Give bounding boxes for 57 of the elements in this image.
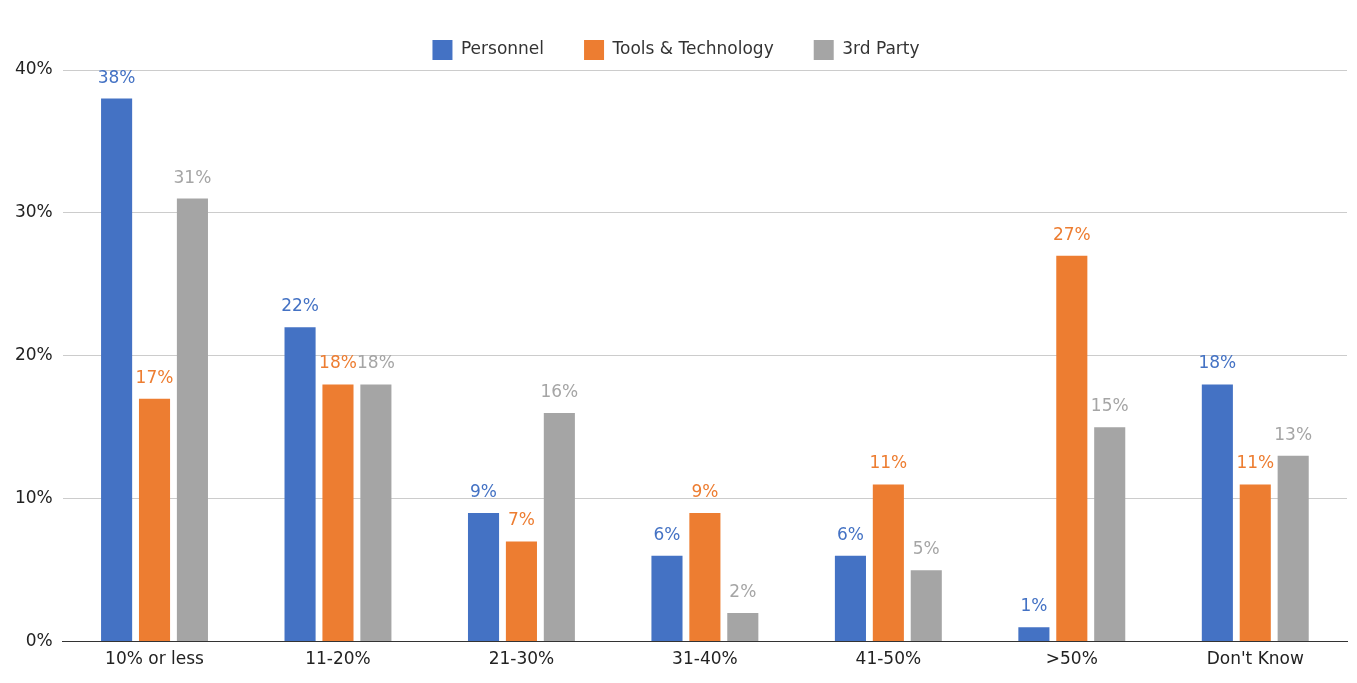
bar (176, 198, 208, 642)
data-label: 7% (507, 509, 535, 530)
data-label: 6% (653, 523, 681, 544)
bar (1201, 384, 1233, 642)
x-tick-label: 11-20% (305, 648, 371, 669)
bar (1277, 455, 1309, 642)
bar (360, 384, 392, 642)
bar (910, 570, 942, 642)
bar (1056, 255, 1088, 642)
y-tick-label: 20% (14, 344, 53, 365)
bar (1018, 627, 1050, 642)
bar (689, 512, 721, 642)
bar (872, 484, 904, 642)
bar (284, 327, 316, 642)
data-label: 13% (1274, 423, 1313, 444)
data-label: 1% (1020, 595, 1048, 616)
data-label: 18% (319, 352, 357, 373)
bar (138, 398, 171, 642)
data-label: 5% (912, 538, 940, 559)
data-label: 17% (135, 366, 174, 387)
y-tick-label: 10% (14, 487, 53, 508)
bar (727, 613, 759, 642)
x-tick-label: 31-40% (672, 648, 738, 669)
bar (505, 541, 537, 642)
x-tick-label: 21-30% (488, 648, 555, 669)
bar (834, 555, 866, 642)
data-label: 2% (729, 580, 757, 601)
y-tick-label: 40% (14, 58, 53, 79)
data-label: 22% (281, 295, 319, 316)
data-label: 6% (836, 523, 864, 544)
bar (101, 98, 133, 642)
data-label: 18% (356, 352, 395, 373)
x-tick-label: Don't Know (1206, 648, 1304, 669)
y-tick-label: 30% (14, 201, 53, 222)
data-label: 31% (173, 166, 212, 187)
bar (467, 512, 500, 642)
x-tick-label: >50% (1045, 648, 1098, 669)
data-label: 11% (869, 452, 908, 473)
x-tick-label: 10% or less (105, 648, 205, 669)
bar (1094, 427, 1126, 642)
data-label: 38% (97, 66, 136, 87)
legend-label: Tools & Technology (611, 38, 774, 59)
data-label: 9% (691, 480, 719, 501)
data-label: 9% (470, 480, 498, 501)
data-label: 27% (1052, 223, 1091, 244)
legend-label: 3rd Party (842, 38, 920, 59)
x-tick-label: 41-50% (855, 648, 922, 669)
bar (651, 555, 683, 642)
y-tick-label: 0% (25, 630, 53, 651)
data-label: 15% (1090, 395, 1129, 416)
bar (543, 412, 575, 642)
bar (322, 384, 354, 642)
data-label: 11% (1236, 452, 1275, 473)
data-label: 18% (1198, 352, 1237, 373)
legend-label: Personnel (460, 38, 545, 59)
bar (1239, 484, 1271, 642)
data-label: 16% (540, 380, 579, 401)
